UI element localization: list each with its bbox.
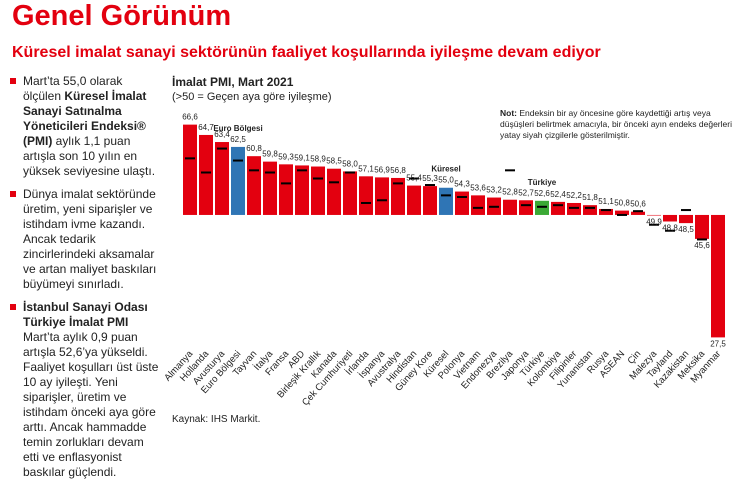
bar (423, 186, 437, 215)
value-label: 59,8 (262, 150, 278, 159)
highlight-label: Türkiye (528, 178, 557, 187)
bar (247, 156, 261, 215)
value-label: 27,5 (710, 339, 726, 348)
value-label: 52,6 (534, 189, 550, 198)
chart: 66,6Almanya64,7Hollanda63,4Avusturya62,5… (162, 113, 726, 409)
bar (679, 214, 693, 224)
bar (183, 124, 197, 215)
bullet-text: Küresel İmalat Sanayi Satınalma Yönetici… (23, 89, 147, 148)
value-label: 52,2 (566, 191, 582, 200)
value-label: 58,0 (342, 159, 358, 168)
note-text: Endeksin bir ay öncesine göre kaydettiği… (500, 108, 732, 140)
bullet: Dünya imalat sektöründe üretim, yeni sip… (10, 187, 162, 292)
page-title: Genel Görünüm (12, 0, 232, 32)
value-label: 56,9 (374, 165, 390, 174)
highlight-label: Euro Bölgesi (213, 124, 262, 133)
value-label: 63,4 (214, 130, 230, 139)
bar (583, 205, 597, 215)
value-label: 60,8 (246, 144, 262, 153)
value-label: 50,6 (630, 200, 646, 209)
value-label: 62,5 (230, 135, 246, 144)
value-label: 52,4 (550, 190, 566, 199)
chart-subtitle: (>50 = Geçen aya göre iyileşme) (172, 91, 332, 103)
highlight-label: Küresel (431, 165, 460, 174)
bar (695, 214, 709, 239)
bullet-text: İstanbul Sanayi Odası Türkiye İmalat PMI (23, 300, 148, 329)
bar (615, 210, 629, 215)
bar (231, 146, 245, 215)
bar (567, 202, 581, 215)
value-label: 48,5 (678, 225, 694, 234)
value-label: 58,5 (326, 157, 342, 166)
bar (215, 142, 229, 215)
bar (199, 134, 213, 215)
value-label: 52,7 (518, 188, 534, 197)
bar (471, 195, 485, 215)
bar (407, 185, 421, 215)
slide: Genel Görünüm Küresel imalat sanayi sekt… (10, 0, 732, 479)
value-label: 59,1 (294, 153, 310, 162)
bullet-marker (10, 78, 16, 84)
bar (279, 164, 293, 215)
value-label: 59,3 (278, 152, 294, 161)
bar (359, 176, 373, 215)
value-label: 64,7 (198, 123, 214, 132)
bullet-text: aylık 1,1 puan artışla son 10 yılın en y… (23, 134, 156, 178)
value-label: 52,8 (502, 188, 518, 197)
value-label: 55,0 (438, 176, 454, 185)
bar (343, 171, 357, 215)
value-label: 54,3 (454, 180, 470, 189)
value-label: 53,2 (486, 186, 502, 195)
value-label: 57,1 (358, 164, 374, 173)
note: Not: Endeksin bir ay öncesine göre kayde… (500, 108, 732, 141)
value-label: 48,8 (662, 223, 678, 232)
value-label: 53,6 (470, 183, 486, 192)
bar (311, 166, 325, 215)
bar (391, 177, 405, 215)
value-label: 51,1 (598, 197, 614, 206)
bullet: Mart’ta 55,0 olarak ölçülen Küresel İmal… (10, 74, 162, 179)
page-subtitle: Küresel imalat sanayi sektörünün faaliye… (12, 44, 601, 61)
value-label: 51,8 (582, 193, 598, 202)
value-label: 55,4 (406, 174, 422, 183)
bar (711, 214, 725, 338)
chart-title: İmalat PMI, Mart 2021 (172, 75, 294, 89)
bar (455, 191, 469, 215)
bullet-text: Dünya imalat sektöründe üretim, yeni sip… (23, 187, 157, 291)
bar (327, 168, 341, 215)
bar (535, 200, 549, 215)
value-label: 50,8 (614, 199, 630, 208)
bar (631, 211, 645, 215)
value-label: 66,6 (182, 113, 198, 122)
bar (503, 199, 517, 215)
bullet-text: Mart’ta 55,0 olarak ölçülen (23, 74, 123, 103)
note-label: Not: (500, 108, 517, 118)
bar (519, 200, 533, 215)
bar (375, 177, 389, 215)
bar (263, 161, 277, 215)
value-label: 58,9 (310, 155, 326, 164)
bar (439, 187, 453, 215)
bullet-marker (10, 304, 16, 310)
value-label: 45,6 (694, 241, 710, 250)
bar (295, 165, 309, 215)
value-label: 56,8 (390, 166, 406, 175)
bullet-marker (10, 191, 16, 197)
bar (663, 214, 677, 222)
value-label: 55,3 (422, 174, 438, 183)
bar (599, 208, 613, 215)
bar (647, 214, 661, 216)
source: Kaynak: IHS Markit. (172, 414, 261, 425)
bar (551, 201, 565, 215)
value-label: 49,9 (646, 217, 662, 226)
